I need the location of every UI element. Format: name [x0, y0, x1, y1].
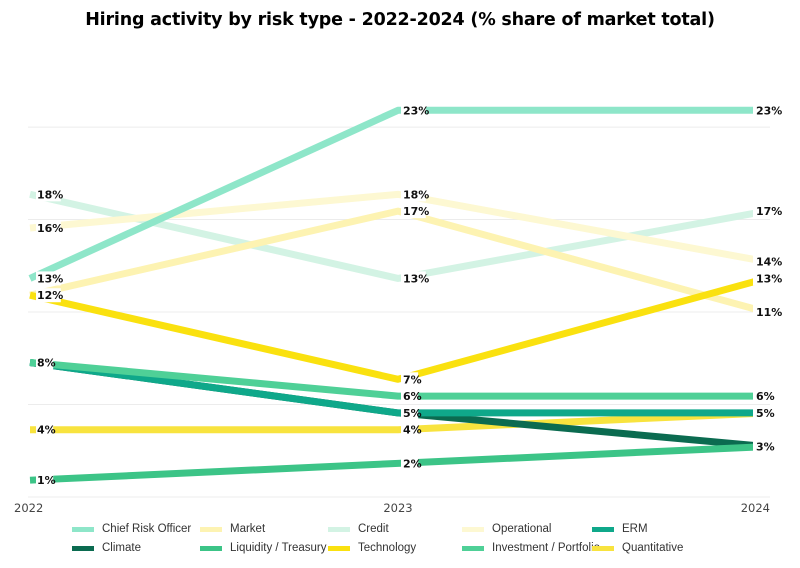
- data-label: 4%: [37, 424, 56, 437]
- legend-label: Investment / Portfolio: [492, 542, 601, 554]
- series-line: [29, 190, 767, 282]
- data-label-bg: [401, 103, 426, 118]
- data-label: 13%: [756, 272, 782, 285]
- data-label: 6%: [403, 390, 422, 403]
- legend-label: ERM: [622, 523, 648, 535]
- legend-label: Climate: [102, 542, 141, 554]
- data-label-bg: [753, 305, 778, 320]
- data-label-bg: [753, 405, 771, 420]
- legend-item: ERM: [592, 520, 648, 538]
- data-label-bg: [36, 355, 54, 370]
- data-label: 18%: [403, 188, 429, 201]
- data-label-bg: [401, 389, 419, 404]
- legend-swatch: [328, 526, 350, 532]
- legend-label: Market: [230, 523, 266, 535]
- chart-title: Hiring activity by risk type - 2022-2024…: [85, 10, 715, 30]
- series-technology: [29, 275, 767, 383]
- data-label-bg: [36, 187, 61, 202]
- data-label-bg: [753, 439, 771, 454]
- data-label: 17%: [403, 205, 429, 218]
- legend-item: Investment / Portfolio: [462, 539, 600, 557]
- data-label: 4%: [403, 424, 422, 437]
- legend-swatch: [462, 526, 484, 532]
- legend-swatch: [328, 545, 350, 551]
- data-label-bg: [36, 422, 54, 437]
- data-labels: 13% 23% 23% 17% 11% 18% 13% 17% 16% 18% 14% 8% 5% 3% 1…: [36, 103, 782, 488]
- series-line: [29, 275, 767, 383]
- data-label: 2%: [403, 457, 422, 470]
- data-label: 14%: [756, 256, 782, 269]
- data-label: 23%: [403, 104, 429, 117]
- data-label: 18%: [37, 188, 63, 201]
- legend-label: Liquidity / Treasury: [230, 542, 327, 554]
- data-label: 8%: [37, 356, 56, 369]
- data-label-bg: [36, 288, 61, 303]
- data-label-bg: [401, 187, 426, 202]
- legend-item: Market: [200, 520, 265, 538]
- data-label-bg: [753, 271, 778, 286]
- x-tick-label: 2024: [741, 501, 770, 515]
- legend-item: Technology: [328, 539, 416, 557]
- data-label-bg: [753, 389, 771, 404]
- data-label-bg: [401, 422, 419, 437]
- data-label-bg: [401, 271, 426, 286]
- data-label: 1%: [37, 474, 56, 487]
- gridlines: [28, 126, 770, 498]
- legend-item: Quantitative: [592, 539, 683, 557]
- x-tick-label: 2022: [14, 501, 43, 515]
- data-label-bg: [401, 456, 419, 471]
- legend-swatch: [72, 545, 94, 551]
- data-label-bg: [36, 473, 54, 488]
- legend-item: Credit: [328, 520, 389, 538]
- legend-item: Climate: [72, 539, 141, 557]
- data-label: 17%: [756, 205, 782, 218]
- x-tick-label: 2023: [383, 501, 412, 515]
- data-label-bg: [401, 405, 419, 420]
- data-label: 5%: [756, 407, 775, 420]
- data-label: 16%: [37, 222, 63, 235]
- data-label-bg: [753, 204, 778, 219]
- legend: Chief Risk Officer Market Credit Operationa…: [72, 520, 772, 560]
- legend-swatch: [592, 526, 614, 532]
- data-label-bg: [753, 254, 778, 269]
- data-label-bg: [753, 103, 778, 118]
- legend-item: Liquidity / Treasury: [200, 539, 327, 557]
- data-label: 13%: [37, 272, 63, 285]
- data-label-bg: [36, 271, 61, 286]
- legend-swatch: [200, 545, 222, 551]
- legend-label: Operational: [492, 523, 552, 535]
- data-label: 23%: [756, 104, 782, 117]
- data-label: 12%: [37, 289, 63, 302]
- legend-swatch: [72, 526, 94, 532]
- legend-swatch: [200, 526, 222, 532]
- legend-item: Chief Risk Officer: [72, 520, 191, 538]
- data-label-bg: [401, 372, 419, 387]
- data-label: 11%: [756, 306, 782, 319]
- series-liquidity-treasury: [29, 443, 767, 484]
- data-label: 7%: [403, 373, 422, 386]
- legend-label: Chief Risk Officer: [102, 523, 192, 535]
- data-label-bg: [36, 220, 61, 235]
- legend-label: Quantitative: [622, 542, 684, 554]
- legend-label: Credit: [358, 523, 389, 535]
- legend-item: Operational: [462, 520, 551, 538]
- legend-swatch: [462, 545, 484, 551]
- series-credit: [29, 190, 767, 282]
- data-label: 5%: [403, 407, 422, 420]
- data-label: 6%: [756, 390, 775, 403]
- data-label-bg: [401, 204, 426, 219]
- legend-label: Technology: [358, 542, 417, 554]
- data-label: 3%: [756, 441, 775, 454]
- data-label: 13%: [403, 272, 429, 285]
- legend-swatch: [592, 545, 614, 551]
